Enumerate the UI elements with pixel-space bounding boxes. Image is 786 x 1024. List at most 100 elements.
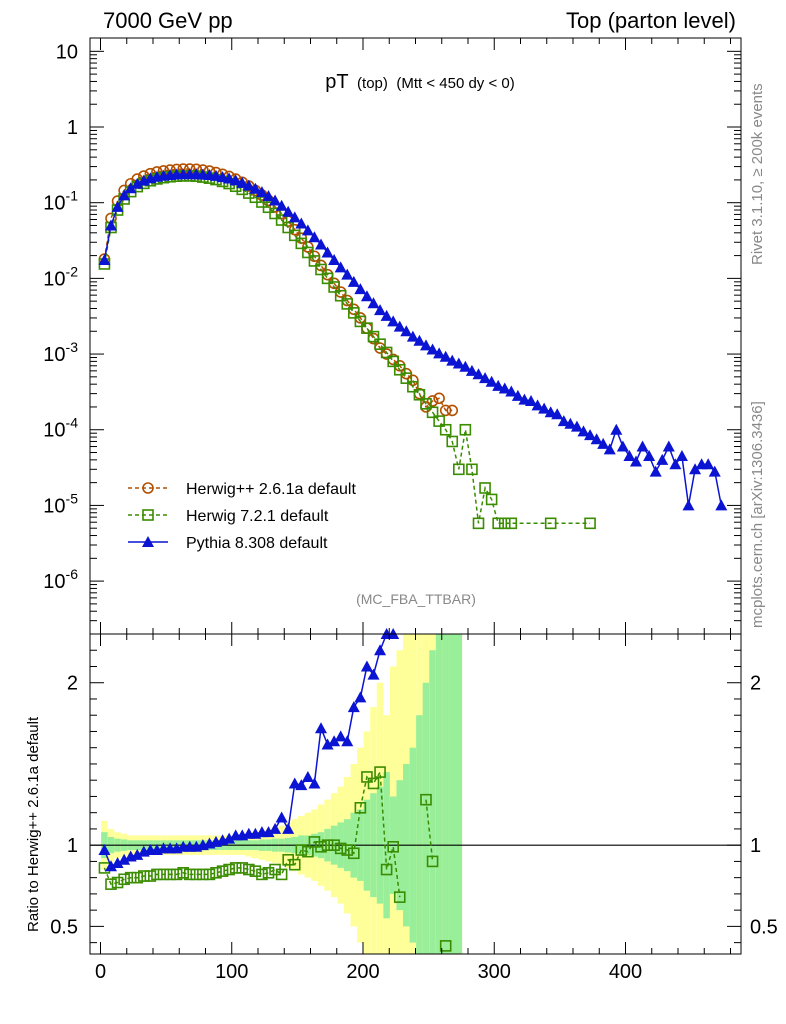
main-series-2-point (321, 246, 334, 258)
ratio-series-0-point (367, 777, 380, 790)
ratio-series-1-point (328, 735, 341, 747)
ratio-series-0-point (288, 858, 301, 871)
main-series-2-point (439, 350, 452, 362)
ratio-series-0-point (144, 870, 157, 882)
ratio-series-0-point (321, 839, 334, 851)
ratio-series-0-point (348, 847, 360, 860)
legend-label-1: Herwig 7.2.1 default (186, 508, 329, 525)
main-series-2-point (544, 406, 557, 418)
main-series-2-point (564, 417, 577, 429)
main-series-2-point (262, 190, 275, 202)
main-series-2-point (498, 382, 511, 394)
ratio-band-inner (455, 634, 463, 954)
main-series-1-point (544, 517, 557, 530)
plot-title-cut: (Mtt < 450 dy < 0) (396, 75, 514, 92)
main-series-1-point (407, 380, 419, 393)
main-series-2-point (708, 465, 721, 477)
ratio-series-1-point (354, 691, 367, 703)
main-series-2-point (623, 449, 636, 461)
main-series-2-point (616, 440, 629, 452)
ratio-series-1-point (360, 660, 373, 672)
ratio-ylabel: Ratio to Herwig++ 2.6.1a default (25, 716, 42, 932)
ratio-series-0-point (341, 844, 354, 856)
ratio-series-0-point (249, 865, 262, 877)
ratio-xtick-label: 300 (478, 961, 511, 983)
ratio-series-1-point (321, 738, 334, 750)
ratio-series-0-point (387, 840, 399, 853)
ratio-series-0-point (157, 868, 170, 881)
main-series-2-point (387, 315, 400, 327)
main-series-1-point (492, 517, 504, 530)
main-series-1-point (308, 255, 321, 267)
ratio-series-1-point (282, 822, 295, 834)
main-ytick-label: 10-3 (43, 339, 78, 366)
ratio-series-1-point (262, 826, 275, 838)
main-series-0-point (433, 392, 445, 405)
main-series-2-point (682, 499, 695, 511)
ratio-series-0-point (203, 868, 216, 881)
ratio-xtick-label: 100 (215, 961, 248, 983)
main-series-1-point (288, 229, 301, 242)
ratio-series-1-point (275, 811, 288, 823)
main-series-2-point (295, 217, 308, 229)
header-right: Top (parton level) (566, 8, 736, 33)
main-series-1-point (479, 482, 491, 494)
main-series-2-point (223, 172, 236, 184)
main-series-2-point (630, 455, 642, 467)
ratio-series-0-point (197, 868, 209, 881)
main-series-1-point (498, 517, 511, 530)
main-series-2-point (590, 433, 603, 445)
main-series-1-point (269, 207, 281, 220)
ratio-series-0-point (111, 876, 124, 889)
ratio-series-0-point (124, 871, 137, 884)
main-plot-data (98, 163, 728, 530)
ratio-band-inner (442, 634, 449, 954)
ratio-series-0-point (328, 839, 340, 851)
main-series-2-point (662, 440, 675, 452)
ratio-series-0-point (177, 866, 189, 879)
main-series-1-point (420, 398, 432, 410)
ratio-series-0-point (426, 855, 439, 868)
ratio-series-1-point (131, 848, 144, 860)
main-series-2-point (675, 449, 688, 461)
main-series-2-point (360, 290, 373, 302)
ratio-series-0-point (361, 771, 373, 783)
main-series-2-point (479, 372, 492, 384)
ratio-series-0-point (262, 866, 275, 879)
main-series-0-point (446, 404, 459, 417)
main-series-1-point (354, 315, 367, 328)
main-series-1-point (367, 330, 380, 343)
main-series-1-point (426, 406, 439, 419)
ratio-band-inner (435, 634, 443, 954)
ratio-series-0-point (275, 868, 288, 881)
ratio-band-inner (448, 634, 456, 954)
ratio-band-inner (422, 682, 430, 954)
main-series-2-point (328, 253, 341, 265)
main-series-1-point (393, 363, 406, 376)
ratio-series-0-point (118, 873, 130, 886)
ratio-series-0-line (103, 769, 401, 898)
ratio-band-inner (429, 650, 436, 954)
main-series-2-point (255, 186, 268, 198)
main-series-2-point (131, 177, 144, 189)
ratio-series-1-point (301, 770, 314, 782)
ratio-series-0-point (420, 793, 432, 806)
main-series-2-point (354, 283, 367, 295)
ratio-series-0-point (334, 842, 347, 855)
rivet-label: Rivet 3.1.10, ≥ 200k events (749, 83, 766, 265)
main-series-2-point (465, 364, 478, 376)
main-series-1-point (439, 423, 452, 436)
main-series-1-point (433, 415, 445, 427)
ratio-series-0-point (380, 863, 393, 876)
legend-marker-0 (142, 482, 154, 494)
main-series-1-point (505, 517, 518, 530)
ratio-ytick-label-right: 2 (750, 673, 761, 695)
ratio-series-1-point (105, 860, 117, 872)
main-series-2-point (689, 463, 702, 475)
main-series-2-point (308, 231, 321, 243)
main-series-2-point (380, 309, 393, 321)
ratio-series-0-point (183, 868, 196, 881)
main-series-2-point (531, 399, 544, 411)
ratio-series-1-point (223, 832, 236, 844)
ratio-series-0-point (302, 845, 314, 858)
